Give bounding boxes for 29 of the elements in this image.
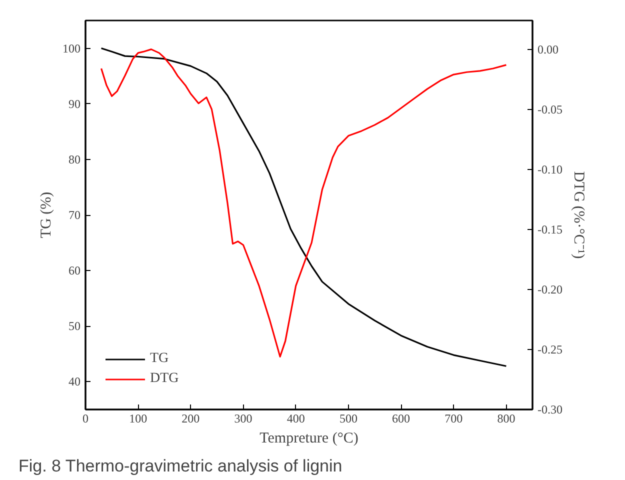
y-tick-label: 90: [68, 96, 80, 111]
y2-tick-label: 0.00: [538, 42, 558, 56]
y-tick-label: 60: [68, 264, 80, 278]
y2-axis-title: DTG (%·°C⁻¹): [570, 171, 586, 259]
x-tick-label: 300: [234, 412, 252, 426]
x-tick-label: 500: [339, 412, 358, 426]
y-tick-label: 100: [62, 41, 80, 56]
x-tick-label: 700: [444, 412, 463, 426]
x-tick-label: 600: [392, 412, 410, 426]
y-tick-label: 40: [68, 374, 80, 389]
y2-tick-label: -0.30: [538, 402, 562, 416]
x-tick-label: 800: [497, 412, 516, 426]
y-axis-title: TG (%): [38, 192, 54, 238]
y2-tick-label: -0.25: [538, 342, 562, 356]
x-axis-title: Tempreture (°C): [260, 430, 358, 446]
y2-tick-label: -0.10: [538, 162, 562, 176]
legend-label: DTG: [150, 371, 179, 387]
caption: Fig. 8 Thermo-gravimetric analysis of lignin: [18, 456, 342, 476]
x-tick-label: 200: [182, 412, 200, 426]
x-tick-label: 100: [129, 412, 148, 426]
legend-label: TG: [150, 351, 170, 367]
y2-tick-label: -0.05: [538, 102, 562, 116]
y-tick-label: 70: [68, 208, 80, 222]
x-tick-label: 0: [82, 412, 88, 426]
y-tick-label: 80: [68, 152, 80, 166]
y2-tick-label: -0.15: [538, 222, 562, 236]
x-tick-label: 400: [286, 412, 305, 426]
y2-tick-label: -0.20: [538, 282, 562, 296]
y-tick-label: 50: [68, 319, 80, 334]
